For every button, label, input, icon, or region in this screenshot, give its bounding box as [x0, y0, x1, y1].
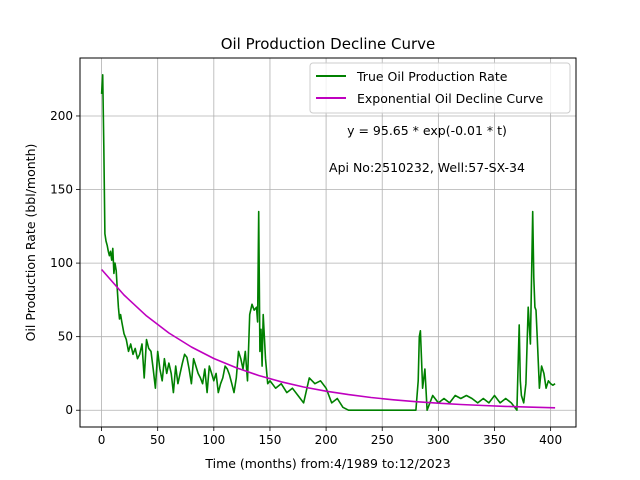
- y-tick-label: 0: [65, 403, 73, 417]
- exponential-decline-line: [100, 268, 556, 409]
- x-tick-label: 350: [483, 433, 506, 447]
- plot-frame: [79, 57, 577, 428]
- y-tick-label: 150: [50, 183, 73, 197]
- legend-label-true-rate: True Oil Production Rate: [356, 69, 508, 84]
- legend-box: [309, 62, 571, 114]
- x-tick-label: 150: [259, 433, 282, 447]
- x-tick-label: 300: [427, 433, 450, 447]
- y-tick-label: 100: [50, 256, 73, 270]
- grid: [80, 58, 576, 427]
- y-axis-label: Oil Production Rate (bbl/month): [23, 144, 38, 342]
- well-annotation: Api No:2510232, Well:57-SX-34: [329, 160, 525, 175]
- legend: True Oil Production Rate Exponential Oil…: [309, 62, 571, 114]
- true-production-line: [100, 74, 556, 412]
- x-tick-label: 100: [202, 433, 225, 447]
- chart-title: Oil Production Decline Curve: [221, 35, 436, 53]
- x-tick-label: 250: [371, 433, 394, 447]
- x-tick-label: 0: [98, 433, 106, 447]
- x-tick-label: 50: [150, 433, 165, 447]
- x-tick-label: 400: [539, 433, 562, 447]
- y-tick-label: 200: [50, 109, 73, 123]
- legend-label-decline-curve: Exponential Oil Decline Curve: [357, 91, 544, 106]
- x-tick-label: 200: [315, 433, 338, 447]
- x-axis-label: Time (months) from:4/1989 to:12/2023: [204, 456, 450, 471]
- y-tick-label: 50: [58, 330, 73, 344]
- axis-ticks: 0 50 100 150 200 250 300 350 400 0 50 100 150 200: [50, 109, 562, 447]
- equation-annotation: y = 95.65 * exp(-0.01 * t): [347, 123, 507, 138]
- series-layer: [100, 74, 556, 412]
